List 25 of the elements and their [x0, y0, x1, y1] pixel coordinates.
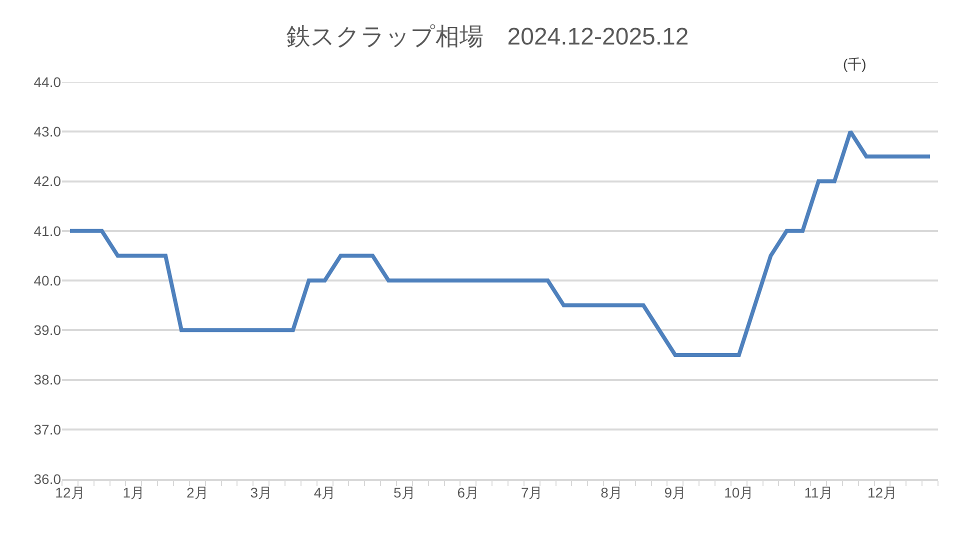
x-tick-label: 3月 — [250, 484, 272, 501]
x-tick-label: 9月 — [664, 484, 686, 501]
y-tick-label: 38.0 — [34, 372, 62, 388]
x-tick-label: 1月 — [122, 484, 145, 501]
x-tick-label: 8月 — [600, 484, 622, 501]
y-tick-label: 40.0 — [34, 272, 62, 288]
x-tick-label: 6月 — [457, 484, 480, 501]
x-tick-label: 12月 — [55, 484, 85, 501]
y-tick-label: 41.0 — [34, 222, 62, 239]
y-tick-label: 36.0 — [34, 470, 62, 487]
text: (千) — [843, 56, 866, 72]
chart-title: 鉄スクラップ相場 2024.12-2025.12 — [286, 23, 689, 50]
x-tick-label: 12月 — [867, 484, 898, 501]
x-tick-label: 5月 — [394, 484, 416, 501]
y-tick-label: 42.0 — [34, 173, 62, 190]
y-tick-label: 37.0 — [34, 421, 62, 438]
line-series — [68, 130, 932, 357]
x-tick-label: 4月 — [314, 484, 336, 501]
x-tick-label: 11月 — [804, 484, 833, 501]
y-tick-label: 39.0 — [34, 322, 62, 338]
x-tick-label: 2月 — [186, 484, 208, 501]
x-tick-label: 10月 — [724, 484, 754, 501]
y-tick-label: 44.0 — [34, 74, 62, 90]
x-tick-label: 7月 — [520, 484, 543, 501]
y-tick-label: 43.0 — [34, 124, 62, 140]
